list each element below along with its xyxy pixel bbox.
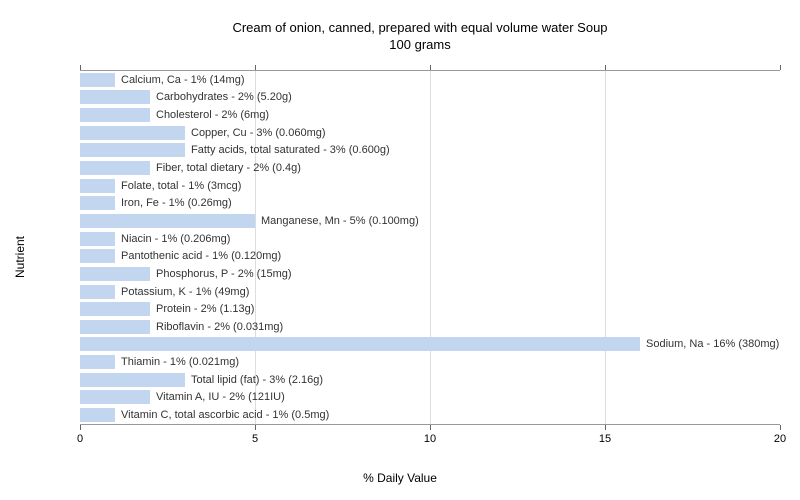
bar-row: Potassium, K - 1% (49mg) (80, 283, 780, 301)
bar (80, 143, 185, 157)
bar-row: Fatty acids, total saturated - 3% (0.600… (80, 142, 780, 160)
x-axis-title: % Daily Value (363, 471, 437, 485)
bar-row: Vitamin C, total ascorbic acid - 1% (0.5… (80, 406, 780, 424)
bar (80, 249, 115, 263)
bar-label: Folate, total - 1% (3mcg) (121, 180, 241, 192)
bar-label: Copper, Cu - 3% (0.060mg) (191, 127, 326, 139)
bar (80, 320, 150, 334)
bar-label: Fiber, total dietary - 2% (0.4g) (156, 162, 301, 174)
bar (80, 390, 150, 404)
bar-row: Phosphorus, P - 2% (15mg) (80, 265, 780, 283)
bar-row: Thiamin - 1% (0.021mg) (80, 353, 780, 371)
bar (80, 285, 115, 299)
bar-row: Calcium, Ca - 1% (14mg) (80, 71, 780, 89)
bar (80, 179, 115, 193)
bar-row: Manganese, Mn - 5% (0.100mg) (80, 212, 780, 230)
bar-label: Phosphorus, P - 2% (15mg) (156, 268, 292, 280)
bar-label: Fatty acids, total saturated - 3% (0.600… (191, 144, 390, 156)
x-tick-label: 10 (424, 433, 436, 445)
bar-label: Cholesterol - 2% (6mg) (156, 109, 269, 121)
bar-label: Niacin - 1% (0.206mg) (121, 233, 230, 245)
chart-subtitle: 100 grams (60, 37, 780, 52)
bar-row: Fiber, total dietary - 2% (0.4g) (80, 159, 780, 177)
bar-row: Protein - 2% (1.13g) (80, 300, 780, 318)
x-tick-top (780, 65, 781, 70)
x-tick (605, 425, 606, 430)
bar (80, 408, 115, 422)
bar-label: Vitamin C, total ascorbic acid - 1% (0.5… (121, 409, 329, 421)
plot-area: Calcium, Ca - 1% (14mg) Carbohydrates - 2… (80, 70, 780, 425)
bar (80, 337, 640, 351)
x-tick (430, 425, 431, 430)
bar-row: Cholesterol - 2% (6mg) (80, 106, 780, 124)
bar (80, 161, 150, 175)
x-tick (780, 425, 781, 430)
bar (80, 73, 115, 87)
bar-label: Total lipid (fat) - 3% (2.16g) (191, 374, 323, 386)
bar-label: Potassium, K - 1% (49mg) (121, 286, 249, 298)
x-tick-label: 0 (77, 433, 83, 445)
bar (80, 126, 185, 140)
chart-title: Cream of onion, canned, prepared with eq… (60, 20, 780, 35)
bar-label: Iron, Fe - 1% (0.26mg) (121, 197, 232, 209)
x-tick-label: 20 (774, 433, 786, 445)
bar-label: Carbohydrates - 2% (5.20g) (156, 91, 292, 103)
bar (80, 196, 115, 210)
bar-label: Sodium, Na - 16% (380mg) (646, 338, 779, 350)
bar-label: Thiamin - 1% (0.021mg) (121, 356, 239, 368)
bar (80, 232, 115, 246)
bar-label: Protein - 2% (1.13g) (156, 303, 254, 315)
x-tick (255, 425, 256, 430)
bar (80, 90, 150, 104)
x-tick (80, 425, 81, 430)
bar-row: Pantothenic acid - 1% (0.120mg) (80, 247, 780, 265)
bar-label: Riboflavin - 2% (0.031mg) (156, 321, 283, 333)
bar (80, 108, 150, 122)
bar-row: Total lipid (fat) - 3% (2.16g) (80, 371, 780, 389)
bar-row: Sodium, Na - 16% (380mg) (80, 336, 780, 354)
bar (80, 373, 185, 387)
bar (80, 214, 255, 228)
bar (80, 267, 150, 281)
x-axis: 05101520 (80, 425, 780, 450)
bar-row: Niacin - 1% (0.206mg) (80, 230, 780, 248)
bars-wrapper: Calcium, Ca - 1% (14mg) Carbohydrates - 2… (80, 71, 780, 424)
bar-row: Riboflavin - 2% (0.031mg) (80, 318, 780, 336)
bar-label: Pantothenic acid - 1% (0.120mg) (121, 250, 281, 262)
x-tick-label: 5 (252, 433, 258, 445)
bar-label: Calcium, Ca - 1% (14mg) (121, 74, 244, 86)
bar-row: Vitamin A, IU - 2% (121IU) (80, 389, 780, 407)
bar-label: Vitamin A, IU - 2% (121IU) (156, 391, 285, 403)
bar (80, 355, 115, 369)
chart-container: Cream of onion, canned, prepared with eq… (60, 20, 780, 450)
bar-row: Copper, Cu - 3% (0.060mg) (80, 124, 780, 142)
x-tick-label: 15 (599, 433, 611, 445)
bar-row: Carbohydrates - 2% (5.20g) (80, 89, 780, 107)
y-axis-title: Nutrient (13, 236, 27, 278)
bar-row: Iron, Fe - 1% (0.26mg) (80, 194, 780, 212)
bar-row: Folate, total - 1% (3mcg) (80, 177, 780, 195)
bar-label: Manganese, Mn - 5% (0.100mg) (261, 215, 419, 227)
bar (80, 302, 150, 316)
